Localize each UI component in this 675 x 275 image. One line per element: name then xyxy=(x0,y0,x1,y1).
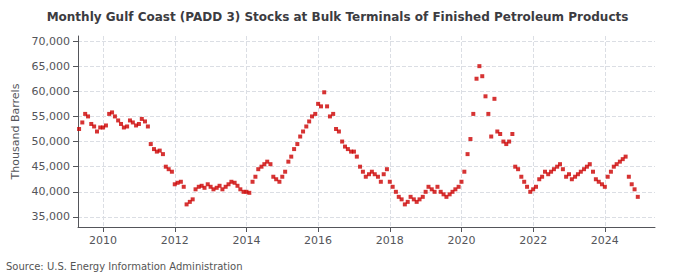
svg-text:40,000: 40,000 xyxy=(32,185,71,198)
svg-text:2022: 2022 xyxy=(519,234,547,247)
svg-text:2014: 2014 xyxy=(232,234,260,247)
svg-text:65,000: 65,000 xyxy=(32,60,71,73)
svg-text:Monthly Gulf Coast (PADD 3) St: Monthly Gulf Coast (PADD 3) Stocks at Bu… xyxy=(47,10,629,24)
svg-text:Source: U.S. Energy Informatio: Source: U.S. Energy Information Administ… xyxy=(6,261,243,272)
svg-text:60,000: 60,000 xyxy=(32,85,71,98)
svg-text:55,000: 55,000 xyxy=(32,110,71,123)
svg-text:Thousand Barrels: Thousand Barrels xyxy=(9,83,22,180)
svg-text:2024: 2024 xyxy=(591,234,619,247)
svg-text:35,000: 35,000 xyxy=(32,210,71,223)
svg-text:2012: 2012 xyxy=(161,234,189,247)
svg-text:2016: 2016 xyxy=(304,234,332,247)
svg-text:50,000: 50,000 xyxy=(32,135,71,148)
svg-text:70,000: 70,000 xyxy=(32,35,71,48)
svg-text:45,000: 45,000 xyxy=(32,160,71,173)
svg-text:2010: 2010 xyxy=(89,234,117,247)
svg-text:2018: 2018 xyxy=(376,234,404,247)
svg-text:2020: 2020 xyxy=(447,234,475,247)
